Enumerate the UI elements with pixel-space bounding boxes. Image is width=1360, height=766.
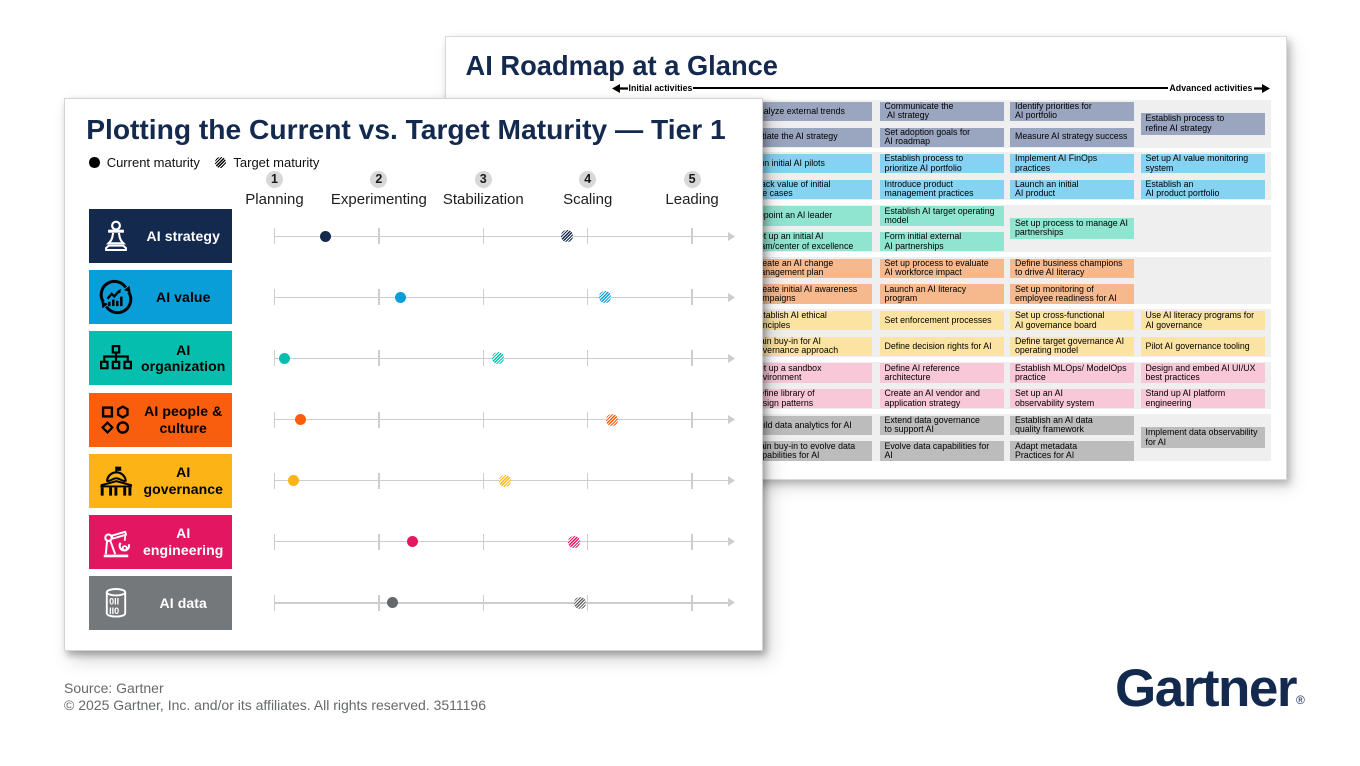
- svg-text:0II: 0II: [109, 597, 119, 607]
- svg-text:II0: II0: [109, 606, 119, 616]
